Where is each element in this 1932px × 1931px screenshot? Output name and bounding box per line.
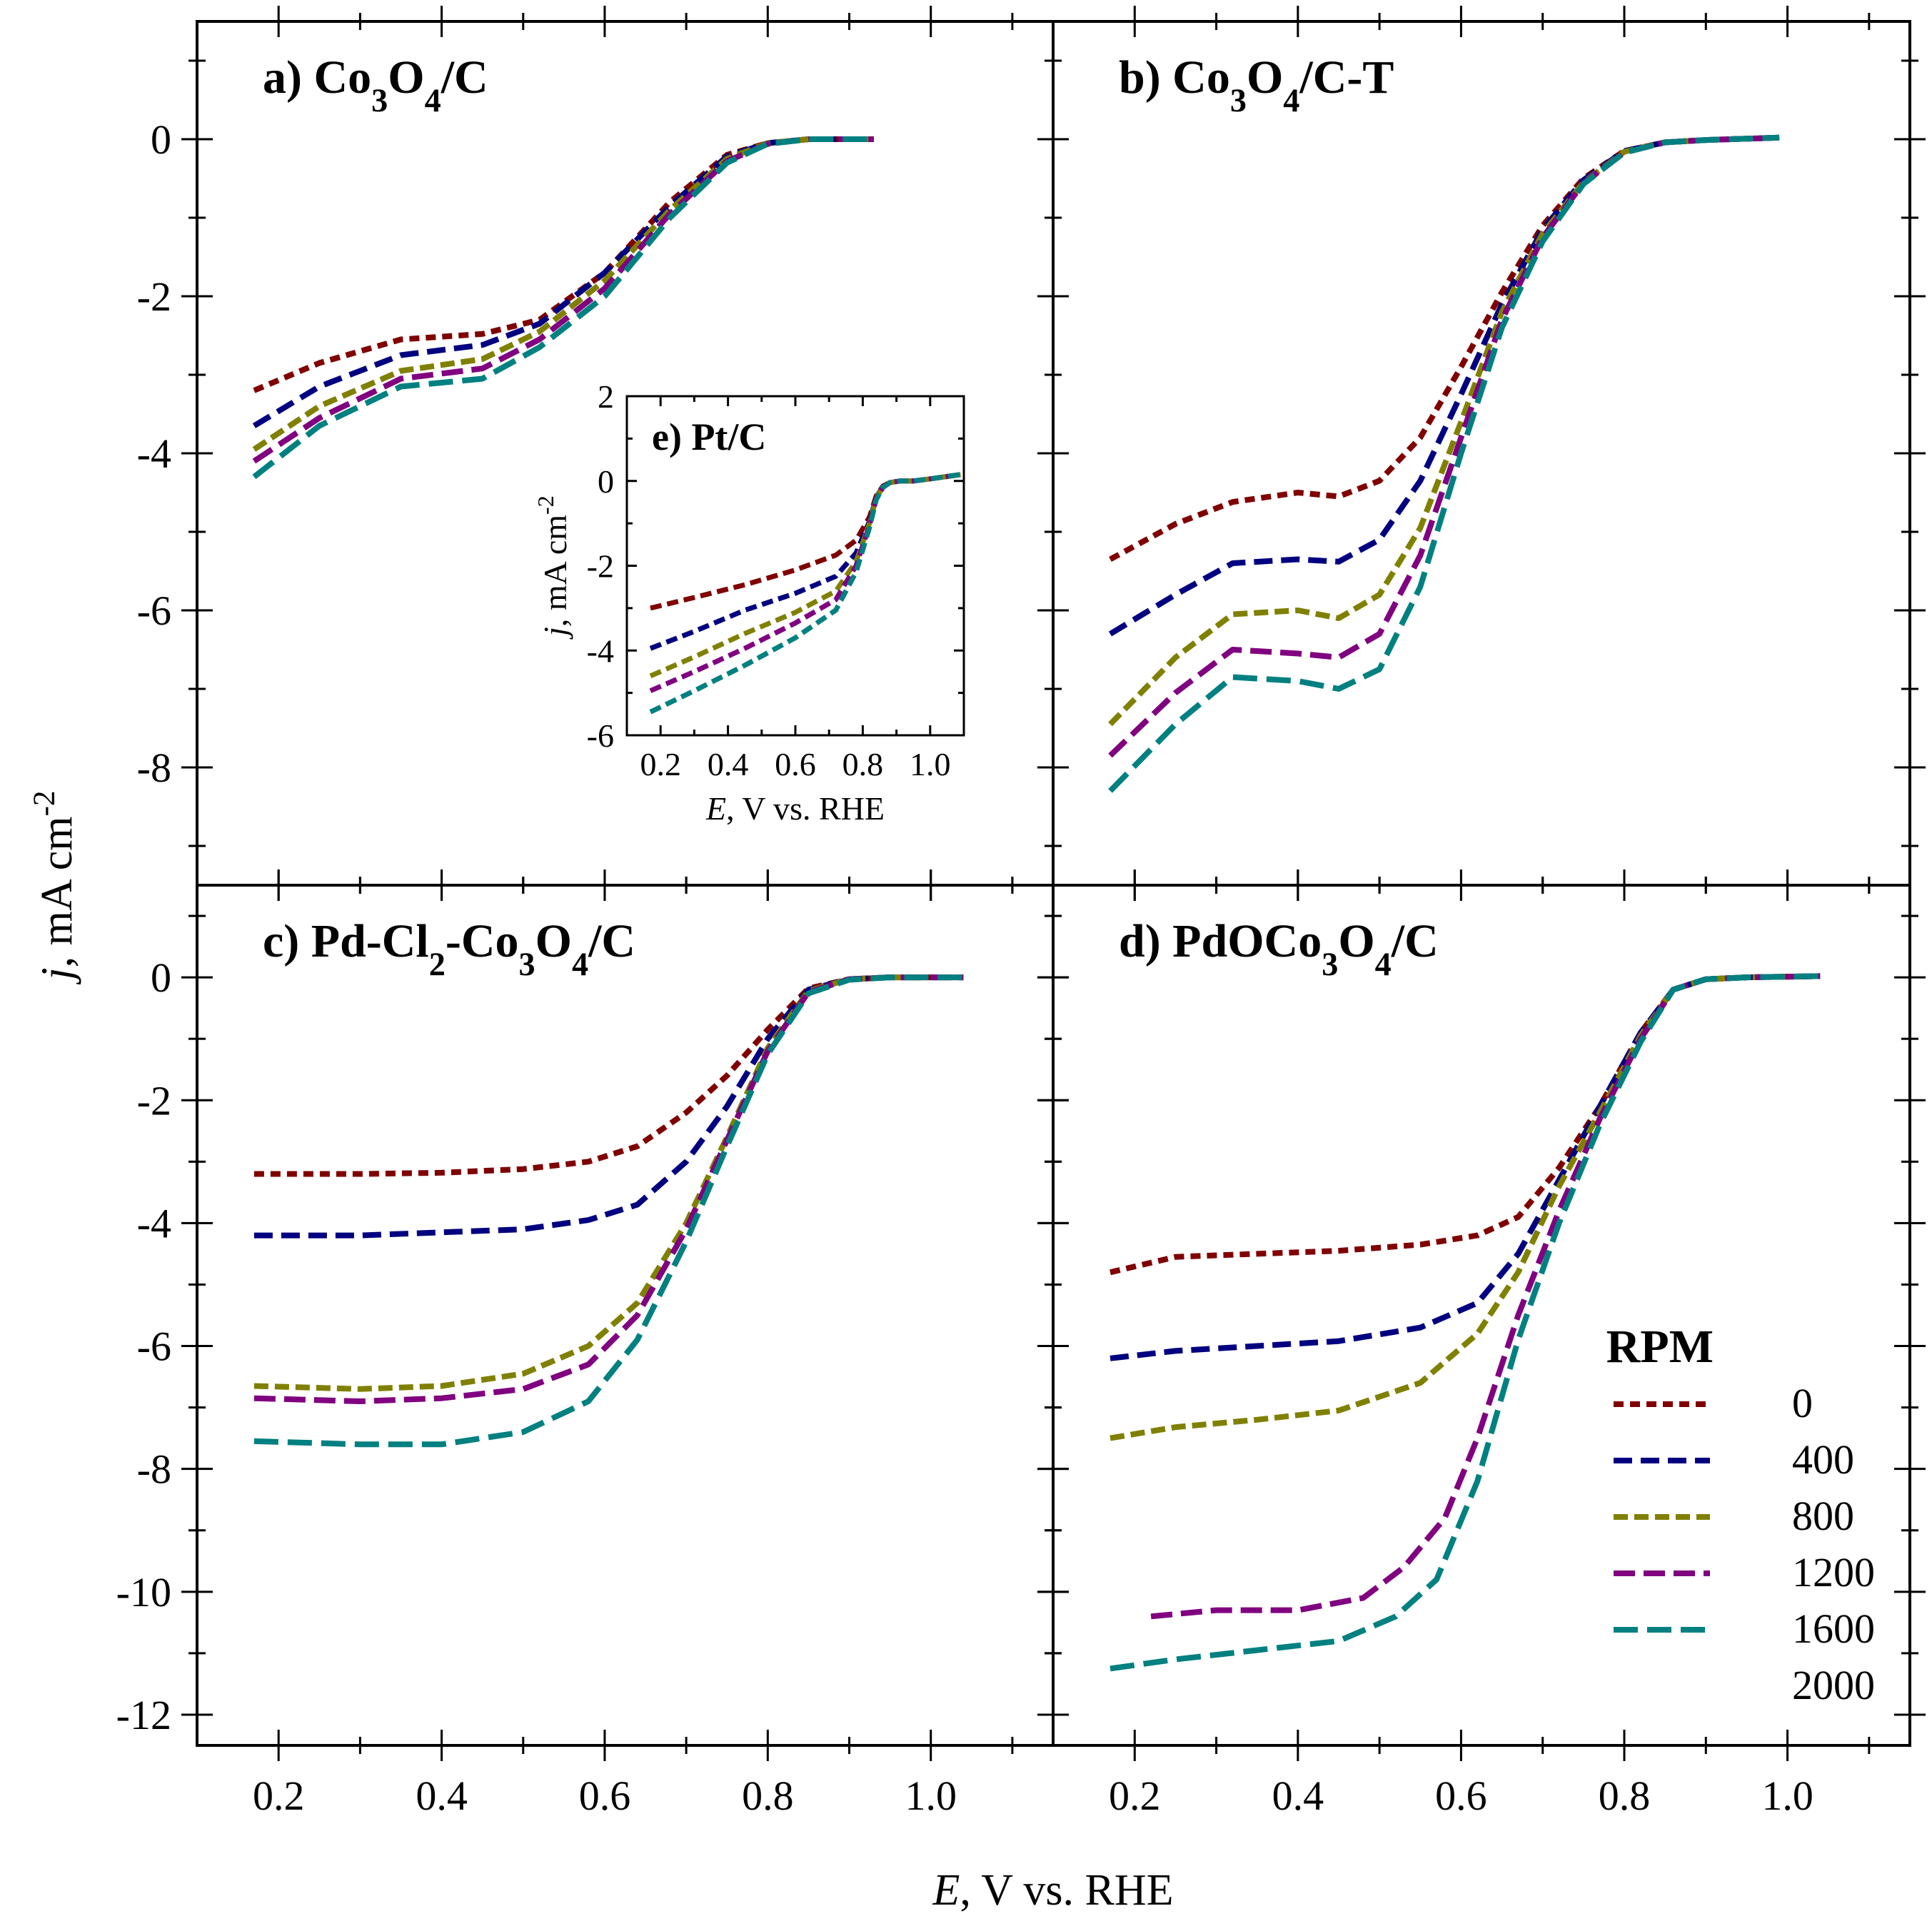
y-tick-label: -12 (116, 1692, 171, 1738)
legend-item: 800 (1792, 1493, 1854, 1539)
panel-title-b: b) Co3O4/C-T (1119, 51, 1394, 119)
x-tick-label: 0.8 (1599, 1773, 1651, 1819)
x-tick-label: 0.4 (416, 1773, 468, 1819)
legend-item: 1600 (1792, 1605, 1875, 1652)
y-tick-label: -4 (137, 1200, 171, 1246)
x-tick-label: 0.4 (708, 746, 749, 782)
y-tick-label: -2 (137, 273, 171, 320)
legend-item: 0 (1792, 1380, 1813, 1426)
legend-title: RPM (1606, 1321, 1714, 1373)
y-tick-label: -4 (587, 632, 614, 669)
inset-x-axis-title: E, V vs. RHE (705, 790, 885, 827)
x-tick-label: 0.2 (253, 1773, 305, 1819)
series-a-1 (252, 136, 874, 428)
x-tick-label: 0.6 (775, 746, 816, 782)
series-c-0 (253, 974, 964, 1177)
y-tick-label: -6 (587, 717, 614, 754)
y-tick-label: -10 (116, 1569, 171, 1615)
x-tick-label: 0.8 (842, 746, 884, 782)
plot-frame-c (196, 884, 1055, 1747)
x-tick-label: 0.2 (640, 746, 681, 782)
series-c-3 (253, 974, 964, 1404)
series-b-1 (1108, 134, 1780, 637)
series-c-2 (253, 974, 964, 1392)
legend-item: 2000 (1792, 1662, 1875, 1708)
plot-frame-d (1052, 884, 1911, 1747)
y-tick-label: -2 (587, 548, 614, 585)
panel-title-e: e) Pt/C (652, 415, 766, 458)
x-tick-label: 1.0 (1761, 1773, 1813, 1819)
x-tick-label: 0.6 (579, 1773, 631, 1819)
panel-d: 0.2 0.4 0.6 0.8 1.0 d) PdOCo3O4/C (1037, 869, 1926, 1819)
y-axis-title: j, mA cm-2 (27, 790, 81, 984)
panel-title-d: d) PdOCo3O4/C (1119, 915, 1439, 982)
series-e-4 (649, 472, 961, 715)
x-tick-label: 0.4 (1272, 1773, 1324, 1819)
x-tick-label: 1.0 (910, 746, 951, 782)
panel-title-c: c) Pd-Cl2-Co3O4/C (263, 915, 635, 982)
panel-b: b) Co3O4/C-T (1037, 6, 1926, 901)
y-tick-label: 0 (598, 463, 614, 500)
legend: RPM 0 400 800 1200 1600 2000 (1606, 1321, 1875, 1708)
y-tick-label: 2 (598, 378, 614, 415)
series-d-4 (1110, 973, 1821, 1672)
series-a-4 (252, 136, 874, 480)
series-b-4 (1108, 134, 1780, 793)
series-b-0 (1109, 134, 1780, 563)
legend-item: 400 (1792, 1436, 1854, 1483)
legend-item: 1200 (1792, 1549, 1875, 1595)
series-d-3 (1150, 973, 1821, 1620)
y-tick-label: -8 (137, 1446, 171, 1493)
plot-frame-b (1052, 20, 1911, 887)
series-d-2 (1110, 973, 1821, 1441)
series-d-0 (1110, 973, 1821, 1276)
x-tick-label: 0.8 (742, 1773, 794, 1819)
series-d-1 (1110, 973, 1821, 1361)
y-tick-label: -6 (137, 588, 171, 634)
y-tick-label: -2 (137, 1077, 171, 1124)
y-tick-label: -8 (137, 745, 171, 791)
y-tick-label: -4 (137, 430, 171, 477)
panel-c: 0.2 0.4 0.6 0.8 1.0 -12 -10 -8 -6 -4 -2 0 c) Pd-Cl2-… (116, 869, 1069, 1819)
inset-y-axis-title: j, mA cm-2 (533, 495, 573, 640)
x-tick-label: 0.2 (1109, 1773, 1161, 1819)
series-b-3 (1108, 134, 1780, 758)
panel-a: -8 -6 -4 -2 0 a) Co3O4/C (137, 6, 1069, 901)
panel-title-a: a) Co3O4/C (263, 51, 488, 119)
y-tick-label: 0 (151, 954, 171, 1001)
series-c-4 (253, 974, 964, 1448)
panel-e: 0.2 0.4 0.6 0.8 1.0 -6 -4 -2 0 2 e) Pt/C E, V vs. R… (533, 378, 965, 827)
y-tick-label: 0 (151, 116, 171, 163)
x-tick-label: 1.0 (905, 1773, 957, 1819)
series-a-0 (253, 136, 874, 393)
y-tick-label: -6 (137, 1324, 171, 1370)
x-axis-title: E, V vs. RHE (932, 1866, 1173, 1915)
series-c-1 (253, 974, 964, 1239)
series-e-0 (650, 472, 961, 611)
x-tick-label: 0.6 (1435, 1773, 1487, 1819)
